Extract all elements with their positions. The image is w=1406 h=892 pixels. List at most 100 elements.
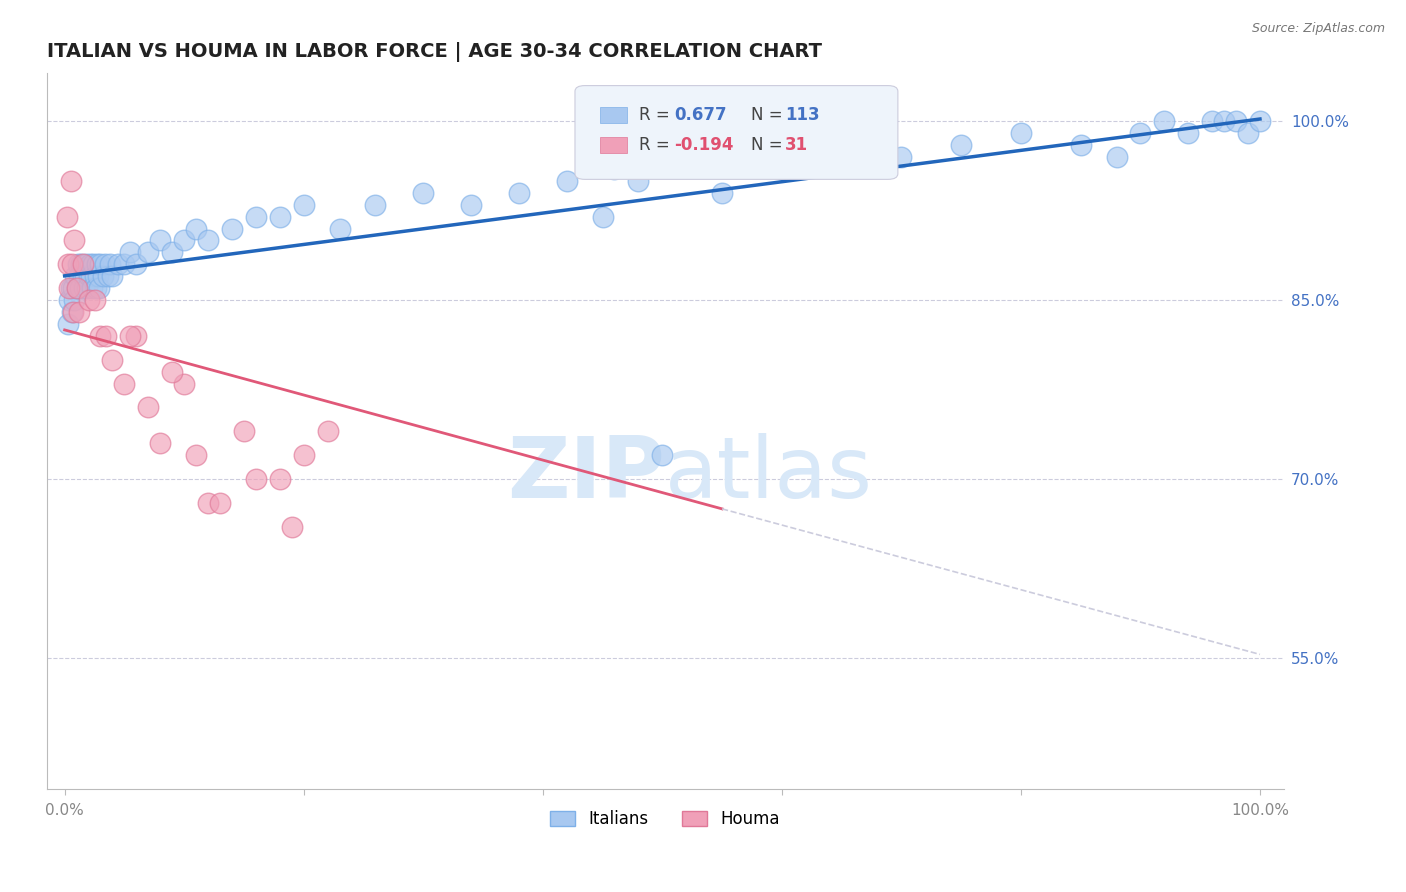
Point — [72, 257, 94, 271]
Point — [120, 245, 142, 260]
Point — [82, 281, 104, 295]
Point — [292, 448, 315, 462]
Text: -0.194: -0.194 — [673, 136, 734, 154]
Point — [173, 376, 195, 391]
Point — [292, 197, 315, 211]
Point — [831, 150, 853, 164]
Point — [160, 365, 183, 379]
Point — [208, 496, 231, 510]
Point — [1129, 126, 1152, 140]
Point — [89, 257, 111, 271]
Point — [364, 197, 387, 211]
Point — [125, 257, 148, 271]
Point — [63, 234, 86, 248]
Point — [1177, 126, 1199, 140]
Point — [245, 472, 267, 486]
FancyBboxPatch shape — [600, 137, 627, 153]
Point — [83, 293, 105, 307]
Point — [1201, 114, 1223, 128]
Point — [950, 138, 973, 153]
Point — [94, 257, 117, 271]
Point — [91, 269, 114, 284]
Text: 31: 31 — [786, 136, 808, 154]
Point — [711, 186, 734, 200]
Legend: Italians, Houma: Italians, Houma — [544, 803, 787, 835]
Point — [96, 329, 118, 343]
Point — [83, 269, 105, 284]
Point — [67, 269, 90, 284]
Point — [67, 305, 90, 319]
Point — [125, 329, 148, 343]
Point — [60, 257, 83, 271]
Point — [627, 174, 650, 188]
Point — [160, 245, 183, 260]
Point — [770, 161, 793, 176]
Point — [221, 221, 243, 235]
Point — [197, 496, 219, 510]
Point — [112, 376, 135, 391]
Text: R =: R = — [640, 106, 675, 124]
Point — [58, 317, 80, 331]
Point — [63, 293, 86, 307]
Point — [101, 269, 124, 284]
Point — [136, 401, 159, 415]
Text: R =: R = — [640, 136, 675, 154]
Point — [412, 186, 434, 200]
Point — [316, 425, 339, 439]
Point — [890, 150, 912, 164]
Text: 0.677: 0.677 — [673, 106, 727, 124]
Point — [97, 269, 120, 284]
Point — [555, 174, 578, 188]
Point — [58, 293, 80, 307]
Point — [149, 436, 172, 450]
Point — [89, 281, 111, 295]
Point — [58, 281, 80, 295]
Point — [98, 257, 121, 271]
FancyBboxPatch shape — [600, 107, 627, 123]
Point — [65, 269, 87, 284]
Point — [245, 210, 267, 224]
Point — [184, 448, 207, 462]
Point — [136, 245, 159, 260]
Point — [329, 221, 352, 235]
Point — [59, 281, 82, 295]
Point — [1225, 114, 1247, 128]
Point — [56, 210, 79, 224]
Point — [73, 281, 96, 295]
Point — [59, 174, 82, 188]
Point — [603, 161, 626, 176]
Point — [66, 257, 89, 271]
Point — [73, 269, 96, 284]
Point — [86, 257, 108, 271]
Point — [77, 269, 100, 284]
Point — [77, 293, 100, 307]
Point — [87, 269, 110, 284]
Point — [1070, 138, 1092, 153]
Point — [120, 329, 142, 343]
Text: N =: N = — [751, 136, 787, 154]
Point — [269, 472, 291, 486]
Point — [173, 234, 195, 248]
Point — [1237, 126, 1260, 140]
Point — [62, 281, 84, 295]
Point — [1213, 114, 1236, 128]
Point — [80, 269, 103, 284]
Point — [101, 352, 124, 367]
Point — [76, 281, 98, 295]
Point — [508, 186, 530, 200]
Point — [149, 234, 172, 248]
Point — [72, 269, 94, 284]
Point — [107, 257, 129, 271]
Text: 113: 113 — [786, 106, 820, 124]
Point — [79, 257, 101, 271]
Text: ZIP: ZIP — [508, 433, 665, 516]
Text: ITALIAN VS HOUMA IN LABOR FORCE | AGE 30-34 CORRELATION CHART: ITALIAN VS HOUMA IN LABOR FORCE | AGE 30… — [46, 42, 821, 62]
Text: N =: N = — [751, 106, 787, 124]
Point — [75, 257, 97, 271]
Point — [69, 281, 91, 295]
FancyBboxPatch shape — [575, 86, 898, 179]
Point — [1153, 114, 1175, 128]
Point — [89, 329, 111, 343]
Point — [269, 210, 291, 224]
Point — [197, 234, 219, 248]
